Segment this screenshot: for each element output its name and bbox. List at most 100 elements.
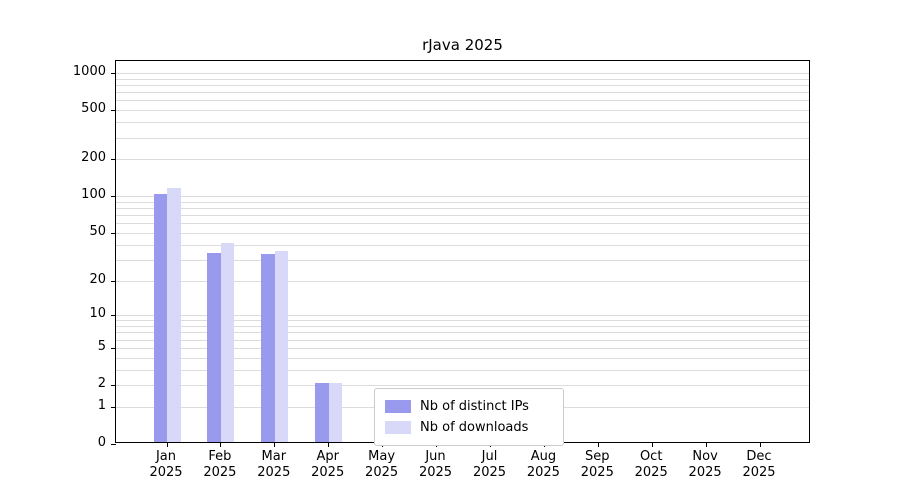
x-tick-mark [166,443,168,447]
y-tick-mark [111,110,116,112]
bar-downloads [328,383,343,442]
x-tick-month: Jun [425,449,446,464]
chart-title: rJava 2025 [422,36,503,54]
gridline [116,137,809,139]
gridline [116,244,809,246]
x-tick-label: Sep 2025 [565,449,629,481]
x-tick-year: 2025 [149,465,183,480]
y-tick-mark [111,385,116,386]
y-tick-label: 50 [89,223,106,239]
legend-swatch-downloads [385,421,411,434]
y-tick-mark [111,280,116,282]
x-tick-year: 2025 [580,465,614,480]
x-tick-year: 2025 [472,465,507,480]
gridline [116,196,809,198]
bar-downloads [274,251,289,442]
x-tick-label: Apr 2025 [296,449,360,481]
y-tick-label: 500 [81,101,106,117]
y-tick-label: 1 [97,397,106,413]
gridline [116,259,809,261]
x-axis-labels: Jan 2025 Feb 2025 Mar 2025 Apr 2025 May 2025 Jun 20… [115,449,810,489]
x-tick-month: Jan [155,449,177,464]
y-tick-label: 10 [89,306,106,322]
x-tick-month: Dec [746,449,772,464]
x-tick-mark [759,443,761,447]
gridline [116,357,809,359]
legend-label-downloads: Nb of downloads [420,420,529,435]
x-tick-year: 2025 [688,465,722,480]
x-tick-label: Feb 2025 [188,449,252,481]
gridline [116,201,809,203]
y-tick-label: 0 [97,435,106,450]
gridline [116,332,809,334]
x-tick-label: Jul 2025 [458,449,522,481]
y-tick-mark [111,406,116,408]
y-tick-label: 5 [97,338,106,354]
x-tick-label: Dec 2025 [727,449,791,481]
legend-item-distinct-ips: Nb of distinct IPs [385,396,553,417]
gridline [116,85,809,86]
x-tick-label: Nov 2025 [673,449,737,481]
x-tick-label: Jan 2025 [134,449,198,481]
x-tick-month: Aug [530,449,557,464]
gridline [116,232,809,234]
gridline [116,208,809,209]
gridline [116,78,809,80]
x-tick-mark [651,443,653,447]
gridline [116,215,809,217]
x-tick-month: Jul [481,449,498,464]
x-tick-label: Aug 2025 [511,449,575,481]
y-tick-label: 20 [89,271,106,287]
x-tick-month: Oct [639,449,663,464]
bar-distinct-ips [315,383,329,442]
gridline [116,73,809,74]
x-tick-mark [274,443,276,447]
x-tick-label: Mar 2025 [242,449,306,481]
bar-downloads [167,187,181,442]
gridline [116,280,809,282]
gridline [116,385,809,386]
x-tick-year: 2025 [365,465,399,480]
gridline [116,320,809,322]
gridline [116,339,809,341]
legend: Nb of distinct IPs Nb of downloads [374,388,564,446]
x-tick-mark [328,443,330,447]
y-tick-mark [111,347,116,349]
x-tick-mark [597,443,599,447]
x-tick-label: Jun 2025 [404,449,468,481]
gridline [116,369,809,371]
gridline [116,122,809,124]
x-tick-month: Mar [261,449,287,464]
x-tick-year: 2025 [742,465,776,480]
y-tick-label: 2 [97,376,106,391]
y-tick-label: 1000 [72,64,106,79]
bar-downloads [220,242,235,442]
x-tick-year: 2025 [203,465,237,480]
gridline [116,223,809,225]
x-tick-year: 2025 [634,465,668,480]
y-tick-label: 200 [81,150,106,166]
x-tick-month: May [368,449,396,464]
x-tick-label: May 2025 [350,449,414,481]
gridline [116,159,809,161]
gridline [116,326,809,327]
x-tick-year: 2025 [418,465,453,480]
legend-swatch-distinct-ips [385,400,411,413]
y-tick-mark [111,444,116,445]
bar-distinct-ips [153,193,167,442]
y-tick-label: 100 [81,187,106,203]
x-tick-month: Apr [316,449,339,464]
gridline [116,347,809,349]
x-tick-month: Nov [692,449,718,464]
plot-area: Nb of distinct IPs Nb of downloads [111,60,810,447]
legend-label-distinct-ips: Nb of distinct IPs [420,399,529,414]
x-tick-label: Oct 2025 [619,449,683,481]
bar-distinct-ips [261,254,275,442]
legend-item-downloads: Nb of downloads [385,417,553,438]
x-tick-year: 2025 [311,465,345,480]
y-tick-mark [111,196,116,198]
y-tick-mark [111,315,116,317]
gridline [116,100,809,102]
bar-distinct-ips [207,252,221,442]
